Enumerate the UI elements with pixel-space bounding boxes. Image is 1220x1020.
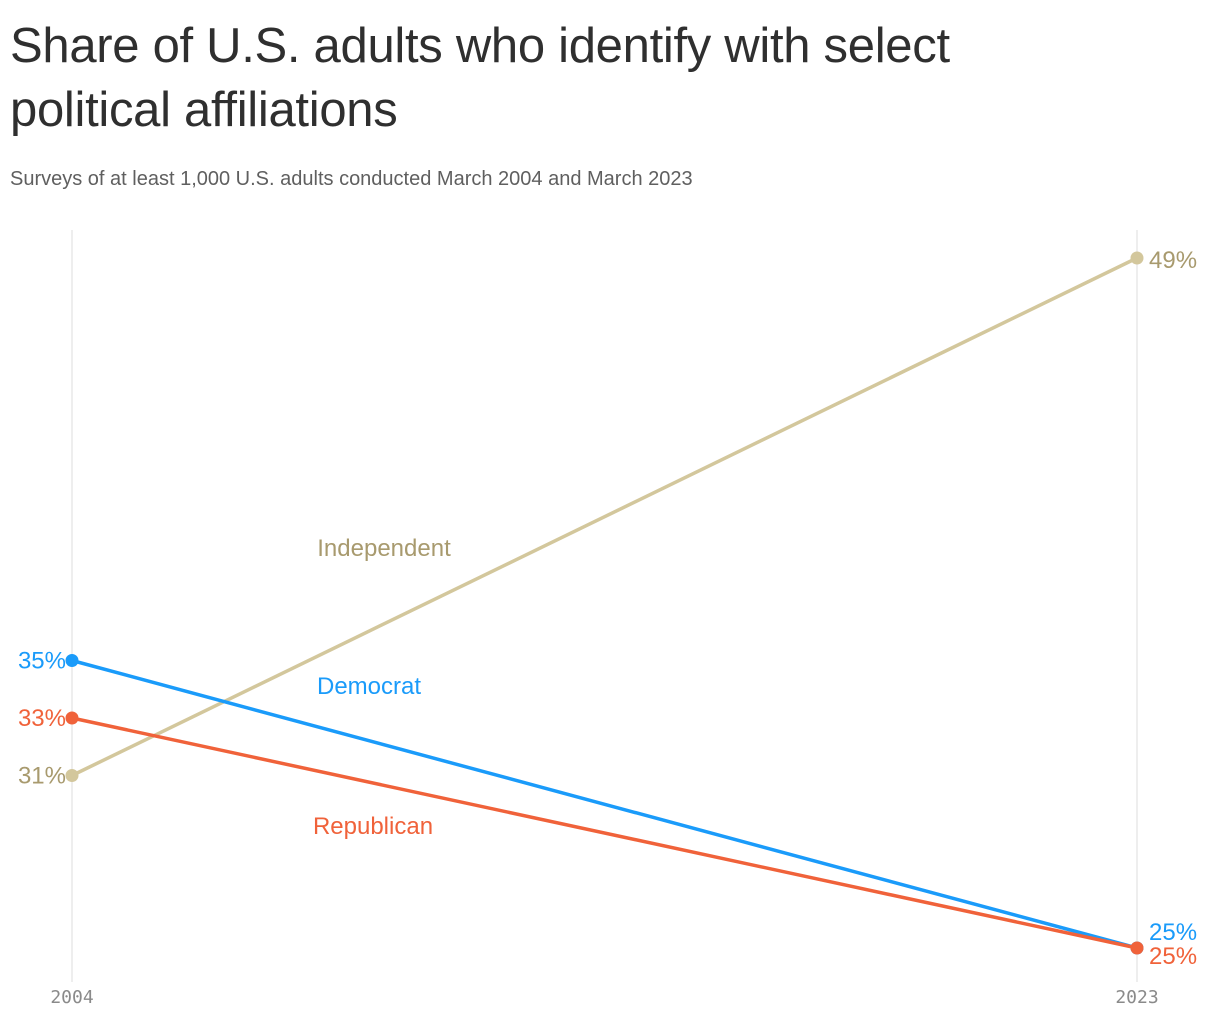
republican-value-label-2023: 25%: [1149, 943, 1197, 970]
republican-series-name: Republican: [313, 813, 433, 840]
chart-subtitle: Surveys of at least 1,000 U.S. adults co…: [10, 168, 693, 190]
independent-point-2004: [65, 769, 79, 782]
chart-title: Share of U.S. adults who identify with s…: [10, 19, 950, 137]
x-tick-label-2004: 2004: [50, 987, 93, 1008]
republican-point-2023: [1130, 941, 1144, 955]
republican-point-2004: [65, 711, 79, 725]
republican-value-label-2004: 33%: [18, 705, 66, 732]
independent-point-2023: [1130, 251, 1144, 265]
democrat-point-2004: [65, 654, 79, 667]
democrat-value-label-2023: 25%: [1149, 919, 1197, 946]
independent-value-label-2004: 31%: [18, 763, 66, 790]
independent-series-name: Independent: [317, 535, 451, 562]
independent-series-line: [71, 256, 1138, 778]
x-tick-label-2023: 2023: [1115, 987, 1158, 1008]
democrat-series-line: [71, 658, 1138, 950]
democrat-series-name: Democrat: [317, 673, 421, 700]
democrat-value-label-2004: 35%: [18, 648, 66, 675]
republican-series-line: [71, 716, 1138, 950]
independent-value-label-2023: 49%: [1149, 247, 1197, 274]
